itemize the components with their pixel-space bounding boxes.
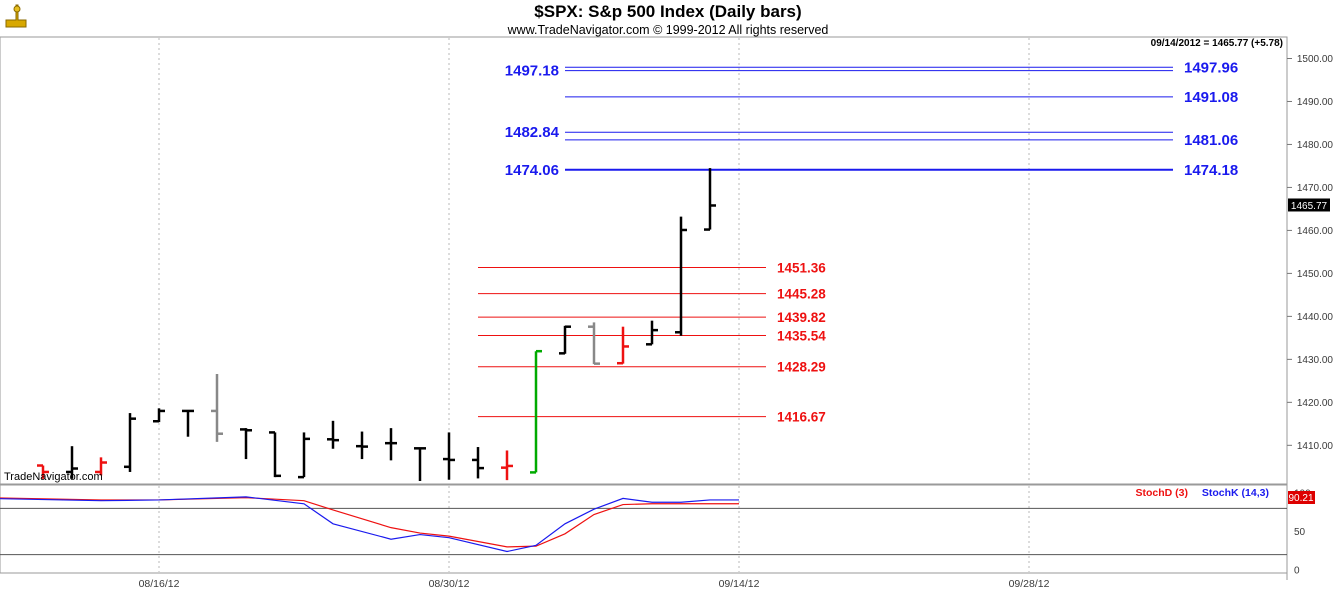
chart-subtitle: www.TradeNavigator.com © 1999-2012 All r… [507,23,829,37]
ohlc-bar [95,457,107,476]
stoch-series-k [0,496,739,553]
legend-stoch-d: StochD (3) [1136,487,1189,499]
x-tick-label: 09/28/12 [1009,578,1050,590]
level-label-red: 1451.36 [777,261,826,276]
stochastic-lines [0,496,739,553]
level-label-right: 1497.96 [1184,59,1238,76]
ohlc-bars [37,168,716,481]
stoch-tick-label: 0 [1294,566,1300,577]
price-axis: 1410.00 1420.00 1430.00 1440.00 1450.00 1460.… [1287,54,1333,452]
level-label-red: 1439.82 [777,310,826,325]
ohlc-bar [385,428,397,461]
ohlc-bar [675,216,687,336]
y-tick-label: 1490.00 [1297,97,1334,108]
chart-title: $SPX: S&p 500 Index (Daily bars) [534,2,801,21]
y-tick-label: 1450.00 [1297,269,1334,280]
ohlc-bar [588,322,600,365]
ohlc-bar [240,428,252,460]
ohlc-bar [153,408,165,423]
level-label-red: 1445.28 [777,287,826,302]
ohlc-bar [269,431,281,478]
stoch-tick-label: 50 [1294,527,1306,538]
ohlc-bar [617,326,629,365]
level-label-right: 1481.06 [1184,132,1238,149]
ohlc-bar [559,325,571,355]
y-tick-label: 1420.00 [1297,398,1334,409]
stoch-last-tag: 90.21 [1288,491,1315,504]
level-label-red: 1416.67 [777,410,826,425]
ohlc-bar [704,168,716,231]
level-label-left: 1482.84 [505,124,560,141]
stoch-series-d [0,497,739,548]
ohlc-bar [443,432,455,480]
level-label-red: 1428.29 [777,360,826,375]
ohlc-bar [327,420,339,449]
date-axis: 08/16/12 08/30/12 09/14/12 09/28/12 [139,578,1050,590]
y-tick-label: 1500.00 [1297,54,1334,65]
level-label-left: 1497.18 [505,63,559,80]
x-tick-label: 08/16/12 [139,578,180,590]
ohlc-bar [182,409,194,437]
ohlc-bar [37,464,49,479]
level-label-right: 1474.18 [1184,162,1238,179]
price-panel [0,36,1288,485]
ohlc-bar [211,373,223,442]
x-tick-label: 09/14/12 [719,578,760,590]
y-tick-label: 1470.00 [1297,183,1334,194]
app-logo [3,3,29,31]
last-price-label: 1465.77 [1291,201,1328,212]
x-tick-label: 08/30/12 [429,578,470,590]
ohlc-bar [66,446,78,479]
level-label-red: 1435.54 [777,329,826,344]
legend-stoch-k: StochK (14,3) [1202,487,1269,499]
y-tick-label: 1410.00 [1297,441,1334,452]
level-label-right: 1491.08 [1184,89,1238,106]
ohlc-bar [356,431,368,460]
ohlc-bar [646,320,658,346]
watermark-logo: TradeNavigator.com [4,471,103,483]
ohlc-bar [298,432,310,479]
y-tick-label: 1440.00 [1297,312,1334,323]
ohlc-bar [530,349,542,474]
y-tick-label: 1430.00 [1297,355,1334,366]
last-price-tag: 1465.77 [1288,198,1330,212]
price-readout: 09/14/2012 = 1465.77 (+5.78) [1151,38,1283,49]
ohlc-bar [501,450,513,481]
y-tick-label: 1480.00 [1297,140,1334,151]
y-tick-label: 1460.00 [1297,226,1334,237]
ohlc-bar [414,447,426,481]
stoch-last-label: 90.21 [1288,493,1313,504]
ohlc-bar [124,413,136,472]
level-label-left: 1474.06 [505,162,559,179]
stochastic-panel [0,484,1288,574]
ohlc-bar [472,447,484,479]
stochastic-gridlines [158,486,1030,572]
price-levels: 1497.18 1497.96 1491.08 1482.84 1481.06 1474.… [478,59,1238,425]
